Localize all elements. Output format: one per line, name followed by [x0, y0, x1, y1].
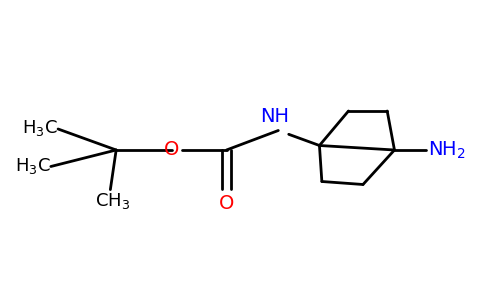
Text: H$_3$C: H$_3$C — [15, 157, 51, 176]
Text: O: O — [164, 140, 180, 159]
Text: H$_3$C: H$_3$C — [22, 118, 58, 137]
Text: NH$_2$: NH$_2$ — [428, 139, 466, 161]
Text: NH: NH — [260, 107, 289, 126]
Text: O: O — [219, 194, 234, 213]
Text: CH$_3$: CH$_3$ — [95, 191, 130, 211]
